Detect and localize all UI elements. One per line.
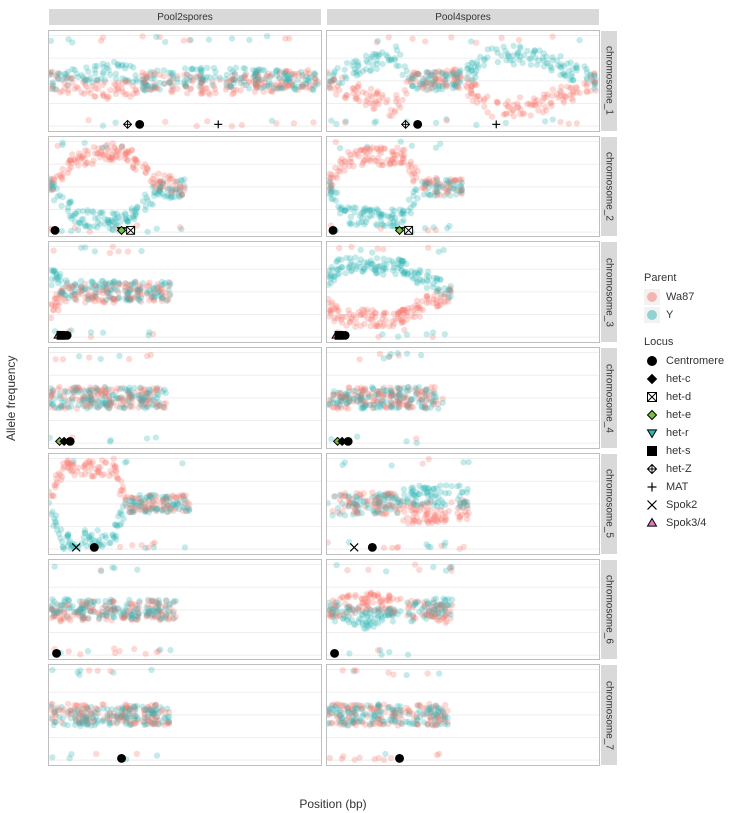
legend-item-locus: MAT xyxy=(644,478,724,496)
panel xyxy=(326,30,600,132)
legend-label: het-d xyxy=(666,391,691,403)
panel xyxy=(326,347,600,449)
locus-swatch-icon xyxy=(644,479,660,495)
legend-item-parent: Y xyxy=(644,306,724,324)
locus-swatch-icon xyxy=(644,497,660,513)
legend-item-locus: het-d xyxy=(644,388,724,406)
row-strip: chromosome_5 xyxy=(600,453,618,555)
legend-swatch xyxy=(644,289,660,305)
row-strip: chromosome_6 xyxy=(600,559,618,661)
panel xyxy=(326,241,600,343)
legend-label: Spok3/4 xyxy=(666,517,706,529)
row-strip: chromosome_1 xyxy=(600,30,618,132)
legend-label: Y xyxy=(666,309,673,321)
row-strip: chromosome_7 xyxy=(600,664,618,766)
legend-item-parent: Wa87 xyxy=(644,288,724,306)
locus-swatch-icon xyxy=(644,389,660,405)
panel: 0.000.250.500.751.00 xyxy=(48,453,322,555)
legend-label: het-Z xyxy=(666,463,692,475)
panel xyxy=(326,136,600,238)
panel: 0.000.250.500.751.00 xyxy=(48,559,322,661)
legend-item-locus: Spok2 xyxy=(644,496,724,514)
legend-item-locus: het-c xyxy=(644,370,724,388)
x-axis-title: Position (bp) xyxy=(48,797,618,811)
panel: 0.000.250.500.751.00 xyxy=(48,30,322,132)
panel xyxy=(326,453,600,555)
panel: 0250000050000007500000 xyxy=(326,664,600,766)
locus-swatch-icon xyxy=(644,461,660,477)
y-axis-title: Allele frequency xyxy=(4,8,18,788)
panel xyxy=(326,559,600,661)
col-strip: Pool4spores xyxy=(326,8,600,26)
legend-item-locus: het-s xyxy=(644,442,724,460)
panel: 0.000.250.500.751.00 xyxy=(48,241,322,343)
legend-label: het-c xyxy=(666,373,690,385)
legend-title-locus: Locus xyxy=(644,336,724,348)
legend-item-locus: het-r xyxy=(644,424,724,442)
locus-swatch-icon xyxy=(644,353,660,369)
legend-label: Centromere xyxy=(666,355,724,367)
legend-item-locus: het-Z xyxy=(644,460,724,478)
panel: 0.000.250.500.751.0002500000500000075000… xyxy=(48,664,322,766)
locus-swatch-icon xyxy=(644,443,660,459)
row-strip: chromosome_4 xyxy=(600,347,618,449)
legend-item-locus: het-e xyxy=(644,406,724,424)
legend-label: MAT xyxy=(666,481,688,493)
legend-item-locus: Centromere xyxy=(644,352,724,370)
panel: 0.000.250.500.751.00 xyxy=(48,136,322,238)
locus-swatch-icon xyxy=(644,371,660,387)
legend-swatch xyxy=(644,307,660,323)
legend-label: Wa87 xyxy=(666,291,694,303)
facet-grid: Pool2sporesPool4sporeschromosome_1chromo… xyxy=(48,8,618,788)
legend-label: Spok2 xyxy=(666,499,697,511)
legend-item-locus: Spok3/4 xyxy=(644,514,724,532)
col-strip: Pool2spores xyxy=(48,8,322,26)
locus-swatch-icon xyxy=(644,407,660,423)
legend-title-parent: Parent xyxy=(644,272,724,284)
figure-root: Allele frequency Pool2sporesPool4sporesc… xyxy=(0,0,739,813)
panel: 0.000.250.500.751.00 xyxy=(48,347,322,449)
locus-swatch-icon xyxy=(644,515,660,531)
legend-label: het-s xyxy=(666,445,690,457)
legend: Parent Wa87 Y Locus Centromere het-c het-… xyxy=(644,260,724,532)
row-strip: chromosome_3 xyxy=(600,241,618,343)
legend-label: het-e xyxy=(666,409,691,421)
legend-label: het-r xyxy=(666,427,689,439)
locus-swatch-icon xyxy=(644,425,660,441)
row-strip: chromosome_2 xyxy=(600,136,618,238)
